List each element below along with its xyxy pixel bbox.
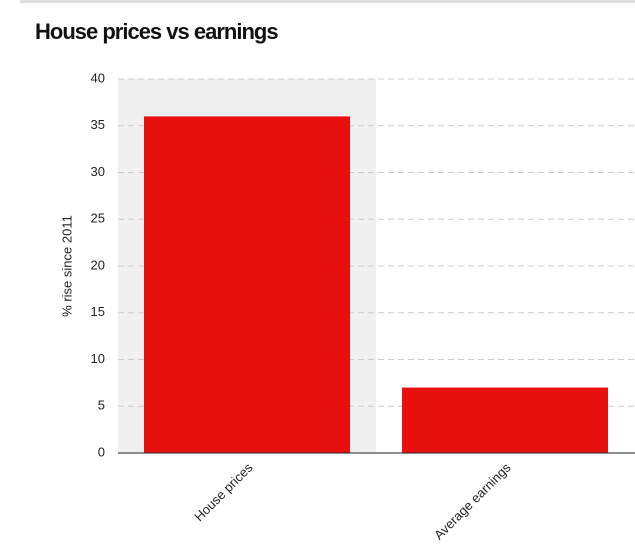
y-tick-label: 40: [91, 70, 105, 85]
bar: [402, 387, 608, 453]
x-tick-label: House prices: [191, 460, 256, 525]
y-axis-label: % rise since 2011: [59, 215, 74, 317]
y-tick-label: 0: [98, 444, 105, 459]
chart-title: House prices vs earnings: [35, 19, 278, 44]
y-tick-label: 15: [91, 304, 105, 319]
y-tick-label: 30: [91, 164, 105, 179]
y-tick-label: 5: [98, 398, 105, 413]
y-tick-label: 10: [91, 351, 105, 366]
x-tick-label: Average earnings: [431, 460, 514, 543]
y-tick-label: 25: [91, 211, 105, 226]
bar: [144, 116, 350, 454]
y-tick-label: 35: [91, 117, 105, 132]
y-tick-label: 20: [91, 257, 105, 272]
